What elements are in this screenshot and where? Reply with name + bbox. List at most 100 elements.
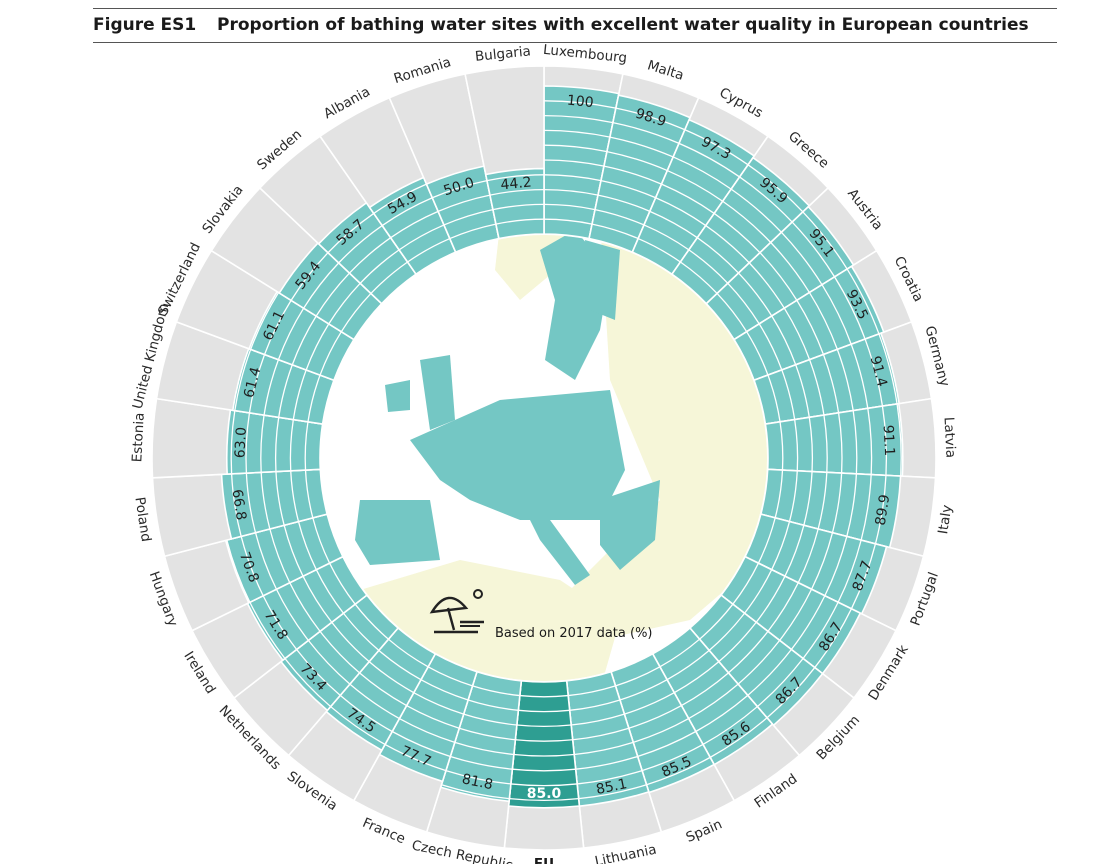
ring-line <box>296 649 341 696</box>
land-central-europe <box>410 390 625 520</box>
ring-line <box>486 174 545 182</box>
ring-line <box>245 473 257 533</box>
ring-line <box>722 200 772 243</box>
ring-line <box>874 475 887 544</box>
ring-line <box>850 343 869 409</box>
ring-line <box>767 582 799 632</box>
ring-line <box>695 694 749 733</box>
ring-line <box>672 156 732 190</box>
ring-line <box>783 307 811 360</box>
ring-line <box>713 212 761 254</box>
ring-line <box>681 672 729 707</box>
ring-line <box>250 292 280 350</box>
ring-line <box>230 473 242 537</box>
ring-line <box>263 359 280 416</box>
figure-title: Proportion of bathing water sites with e… <box>217 15 1029 35</box>
ring-line <box>756 658 804 708</box>
ring-line <box>359 672 407 707</box>
ring-line <box>289 582 321 632</box>
ring-line <box>338 225 383 264</box>
ring-line <box>226 539 251 603</box>
ring-line <box>667 169 724 202</box>
ring-line <box>837 539 862 603</box>
value-label-16: 81.8 <box>460 771 494 793</box>
ring-line <box>384 743 447 772</box>
value-label-6: 91.4 <box>867 354 890 388</box>
ring-line <box>702 706 758 746</box>
ring-line <box>543 129 611 138</box>
ring-line <box>454 741 514 756</box>
category-label-0: Luxembourg <box>542 42 627 66</box>
chart-note: Based on 2017 data (%) <box>495 626 653 641</box>
value-label-24: 61.4 <box>241 365 264 399</box>
ring-line <box>850 543 877 610</box>
ring-line <box>319 630 360 674</box>
ring-line <box>492 203 545 211</box>
category-label-7: Latvia <box>940 417 958 459</box>
ring-line <box>489 188 545 196</box>
ring-line <box>846 473 858 537</box>
ring-line <box>808 359 825 416</box>
ring-line <box>495 218 545 225</box>
ring-line <box>543 144 608 153</box>
ring-line <box>678 142 740 178</box>
ring-line <box>441 784 510 800</box>
category-label-15: EU <box>534 856 554 864</box>
ring-line <box>747 649 792 696</box>
ring-line <box>339 694 393 733</box>
ring-line <box>759 252 798 301</box>
ring-line <box>327 212 375 254</box>
ring-line <box>822 354 840 413</box>
ring-line <box>515 739 573 742</box>
ring-line <box>867 408 873 475</box>
ring-line <box>864 338 884 407</box>
ring-line <box>450 755 513 770</box>
ring-line <box>796 300 825 355</box>
category-label-22: Poland <box>131 496 154 543</box>
ring-line <box>406 705 460 729</box>
ring-line <box>603 165 662 185</box>
ring-line <box>810 532 834 590</box>
ring-line <box>543 100 617 109</box>
ring-line <box>817 472 828 530</box>
beach-umbrella-icon <box>429 589 484 634</box>
ring-line <box>852 410 858 474</box>
ring-line <box>260 472 271 530</box>
ring-line <box>606 150 668 172</box>
ring-line <box>846 268 880 335</box>
ring-line <box>349 683 400 720</box>
value-label-22: 66.8 <box>228 488 249 521</box>
ring-line <box>770 242 811 293</box>
ring-line <box>791 221 836 278</box>
ring-line <box>303 262 340 309</box>
value-label-7: 91.1 <box>880 425 898 457</box>
ring-line <box>269 528 291 584</box>
ring-line <box>646 756 711 786</box>
value-label-0: 100 <box>566 93 594 112</box>
land-finland <box>585 240 620 320</box>
ring-line <box>432 179 488 199</box>
ring-line <box>728 630 769 674</box>
value-label-8: 89.9 <box>873 493 894 526</box>
ring-line <box>737 640 781 685</box>
ring-line <box>260 415 265 473</box>
ring-line <box>821 284 852 345</box>
ring-line <box>780 231 823 286</box>
ring-line <box>709 717 768 758</box>
ring-line <box>248 354 266 413</box>
ring-line <box>543 174 602 182</box>
ring-line <box>779 588 813 641</box>
ring-line <box>575 755 638 770</box>
value-label-14: 85.1 <box>595 776 629 798</box>
ring-line <box>730 188 782 233</box>
ring-line <box>823 415 828 473</box>
category-label-23: Estonia <box>129 412 147 462</box>
ring-line <box>245 412 251 474</box>
ring-line <box>808 292 838 350</box>
ring-line <box>881 406 888 476</box>
value-label-15: 85.0 <box>527 786 562 802</box>
ring-line <box>655 197 707 227</box>
ring-line <box>834 276 866 340</box>
ring-line <box>824 536 848 597</box>
